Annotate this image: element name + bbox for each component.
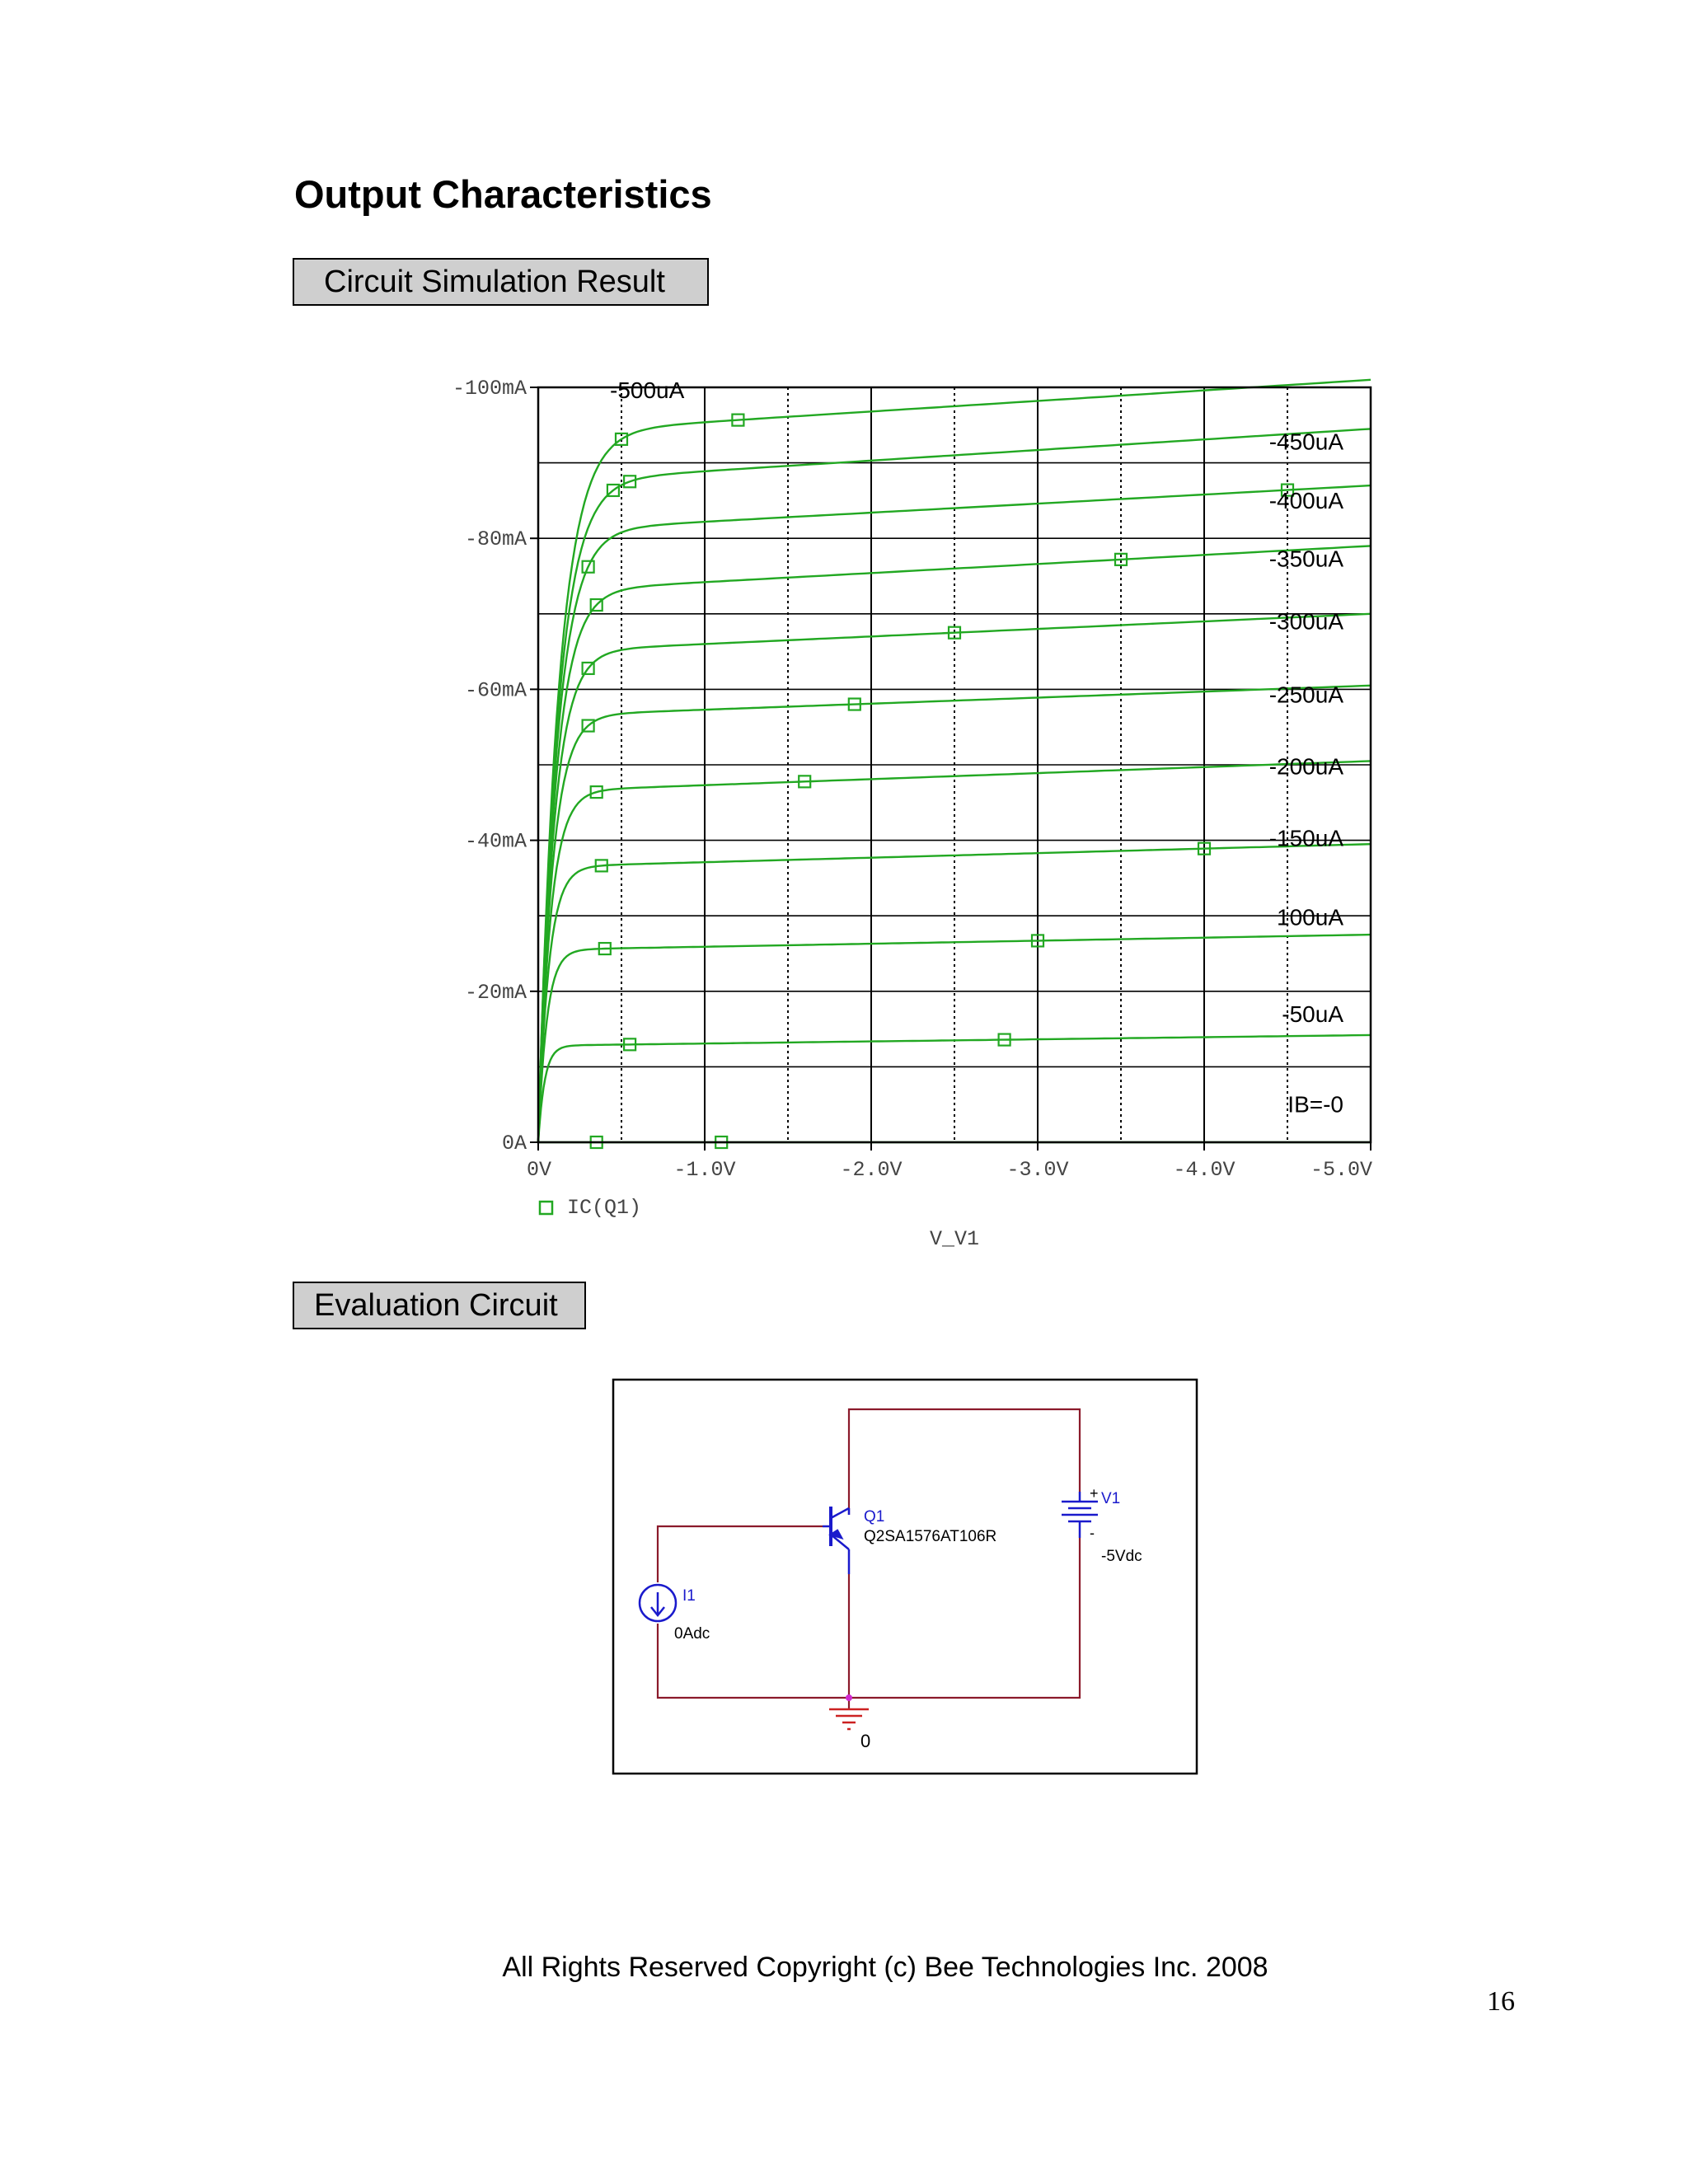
- curve-marker: [997, 1033, 1011, 1047]
- transistor-ref: Q1: [864, 1508, 884, 1526]
- section-label-simulation: Circuit Simulation Result: [293, 258, 709, 306]
- curve-marker: [606, 483, 620, 498]
- curve-marker: [581, 661, 595, 676]
- curve-marker: [731, 413, 745, 427]
- curve-marker: [589, 598, 603, 612]
- transistor-model: Q2SA1576AT106R: [864, 1528, 996, 1545]
- source-value: -5Vdc: [1101, 1548, 1142, 1565]
- curve-marker: [1280, 483, 1295, 497]
- x-tick-label: -2.0V: [840, 1158, 902, 1182]
- curve-label: -500uA: [610, 377, 685, 403]
- x-tick-labels: 0V -1.0V -2.0V -3.0V -4.0V -5.0V: [527, 1142, 1372, 1182]
- circuit-frame: [612, 1378, 1198, 1775]
- x-tick-label: -5.0V: [1311, 1158, 1372, 1182]
- copyright-footer: All Rights Reserved Copyright (c) Bee Te…: [502, 1952, 1268, 1983]
- curve-marker: [594, 859, 608, 873]
- curve-marker: [798, 775, 812, 789]
- curve-marker: [947, 626, 962, 640]
- curve-label: -400uA: [1269, 488, 1344, 513]
- y-tick-label: -20mA: [465, 981, 527, 1005]
- curve-marker: [1114, 552, 1128, 566]
- curve-marker: [1197, 841, 1212, 855]
- x-tick-label: 0V: [527, 1158, 551, 1182]
- output-characteristics-chart: 0A -20mA -40mA -60mA -80mA -100mA 0V -1.0V -2.0…: [452, 377, 1372, 1251]
- x-tick-label: -4.0V: [1173, 1158, 1235, 1182]
- junction-dot: [846, 1694, 852, 1701]
- curve-label: -150uA: [1269, 826, 1344, 851]
- y-tick-label: 0A: [502, 1132, 527, 1155]
- circuit-wires: [656, 1408, 1081, 1709]
- current-source-value: 0Adc: [674, 1625, 710, 1643]
- curve-label: 100uA: [1277, 905, 1343, 930]
- curve-marker: [589, 785, 603, 799]
- curve-line: [537, 612, 1372, 1143]
- battery-plus: +: [1090, 1485, 1099, 1502]
- curve-line: [537, 378, 1372, 1143]
- curve-label: -50uA: [1282, 1001, 1343, 1027]
- curve-label: -350uA: [1269, 546, 1344, 572]
- chart-grid: [538, 387, 1371, 1142]
- curve-marker: [623, 1038, 637, 1052]
- x-tick-label: -1.0V: [673, 1158, 735, 1182]
- battery-symbol: [1062, 1492, 1098, 1538]
- current-source-ref: I1: [682, 1587, 696, 1605]
- curve-labels: IB=-0 -50uA 100uA -150uA -200uA -250uA -300uA -…: [610, 377, 1343, 1118]
- x-tick-label: -3.0V: [1006, 1158, 1068, 1182]
- page-number: 16: [1487, 1986, 1515, 2017]
- curve-label: IB=-0: [1287, 1091, 1343, 1117]
- current-source-symbol: [638, 1583, 678, 1623]
- y-tick-labels: 0A -20mA -40mA -60mA -80mA -100mA: [452, 377, 538, 1155]
- legend-marker: [538, 1200, 554, 1216]
- y-tick-label: -60mA: [465, 678, 527, 702]
- curve-line: [537, 428, 1372, 1143]
- curve-marker: [623, 475, 637, 489]
- curve-label: -450uA: [1269, 429, 1344, 455]
- source-ref: V1: [1101, 1490, 1120, 1507]
- y-tick-label: -100mA: [452, 377, 527, 401]
- curve-marker: [598, 941, 612, 956]
- legend-label: IC(Q1): [567, 1196, 641, 1220]
- battery-minus: -: [1090, 1525, 1095, 1541]
- ground-symbol: [829, 1708, 869, 1731]
- plot-frame: [537, 386, 1372, 1144]
- curve-label: -200uA: [1269, 753, 1344, 779]
- y-tick-label: -80mA: [465, 527, 527, 551]
- curve-marker: [847, 697, 861, 711]
- transistor-symbol: [823, 1507, 851, 1574]
- curve-line: [537, 933, 1372, 1143]
- x-axis-label: V_V1: [930, 1227, 979, 1251]
- section-label-circuit: Evaluation Circuit: [293, 1282, 586, 1329]
- page-title: Output Characteristics: [294, 172, 712, 216]
- curve-label: -250uA: [1269, 682, 1344, 707]
- curve-marker: [581, 560, 595, 574]
- curve-line: [537, 1033, 1372, 1143]
- curve-line: [537, 545, 1372, 1143]
- evaluation-circuit-diagram: Q1 Q2SA1576AT106R + - V1 -5Vdc I1 0Adc 0: [612, 1378, 1198, 1775]
- curve-line: [537, 843, 1372, 1143]
- curve-marker: [614, 432, 629, 446]
- ground-label: 0: [860, 1731, 870, 1751]
- curve-line: [537, 684, 1372, 1143]
- curve-label: -300uA: [1269, 609, 1344, 635]
- curve-line: [537, 760, 1372, 1143]
- curve-marker: [581, 719, 595, 733]
- curve-marker: [1030, 934, 1045, 948]
- y-tick-label: -40mA: [465, 830, 527, 854]
